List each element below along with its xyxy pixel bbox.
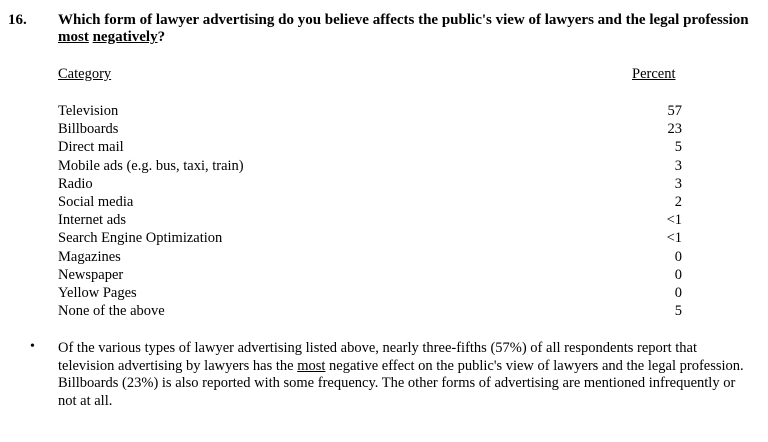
table-row: Magazines 0 — [58, 248, 698, 266]
question-text-end: ? — [157, 29, 166, 45]
row-category: Television — [58, 103, 119, 119]
row-percent: 3 — [674, 157, 682, 174]
row-percent: 2 — [674, 193, 682, 210]
table-row: Search Engine Optimization <1 — [58, 229, 698, 247]
row-category: Social media — [58, 193, 134, 210]
question-number: 16. — [8, 12, 27, 28]
row-category: None of the above — [58, 303, 165, 320]
question-emphasis-most: most — [58, 29, 89, 45]
row-category: Search Engine Optimization — [58, 230, 223, 247]
bullet-icon: • — [30, 339, 35, 354]
table-row: Television 57 — [58, 102, 698, 120]
row-percent: 3 — [674, 175, 682, 192]
category-column-header: Category — [58, 66, 112, 82]
table-row: Direct mail 5 — [58, 138, 698, 156]
question-text-start: Which form of lawyer advertising do you … — [58, 12, 749, 28]
results-table: Television 57 Billboards 23 Direct mail … — [58, 102, 698, 320]
table-row: Social media 2 — [58, 193, 698, 211]
row-category: Direct mail — [58, 139, 124, 156]
summary-text-end: negative effect on the public's view of … — [58, 357, 744, 409]
row-percent: <1 — [666, 212, 682, 229]
row-category: Internet ads — [58, 212, 127, 229]
row-category: Radio — [58, 175, 93, 192]
row-percent: 23 — [667, 121, 683, 138]
summary-emphasis-most: most — [297, 357, 326, 374]
table-row: None of the above 5 — [58, 302, 698, 320]
row-percent: 0 — [674, 266, 682, 283]
table-row: Internet ads <1 — [58, 211, 698, 229]
table-row: Newspaper 0 — [58, 266, 698, 284]
question-emphasis-negatively: negatively — [92, 29, 158, 45]
percent-column-header: Percent — [632, 66, 676, 82]
table-row: Mobile ads (e.g. bus, taxi, train) 3 — [58, 157, 698, 175]
row-percent: 5 — [674, 139, 682, 156]
row-category: Newspaper — [58, 266, 124, 283]
row-category: Mobile ads (e.g. bus, taxi, train) — [58, 157, 244, 174]
row-percent: 57 — [667, 103, 683, 119]
table-row: Yellow Pages 0 — [58, 284, 698, 302]
summary-paragraph: Of the various types of lawyer advertisi… — [58, 340, 744, 410]
table-row: Radio 3 — [58, 175, 698, 193]
table-row: Billboards 23 — [58, 120, 698, 138]
row-category: Billboards — [58, 121, 119, 138]
row-percent: <1 — [666, 230, 682, 247]
summary-text-start: Of the various types of lawyer advertisi… — [58, 340, 698, 374]
row-percent: 0 — [674, 284, 682, 301]
question-text: Which form of lawyer advertising do you … — [58, 12, 758, 46]
row-category: Magazines — [58, 248, 121, 265]
row-percent: 0 — [674, 248, 682, 265]
row-percent: 5 — [674, 303, 682, 320]
row-category: Yellow Pages — [58, 284, 137, 301]
